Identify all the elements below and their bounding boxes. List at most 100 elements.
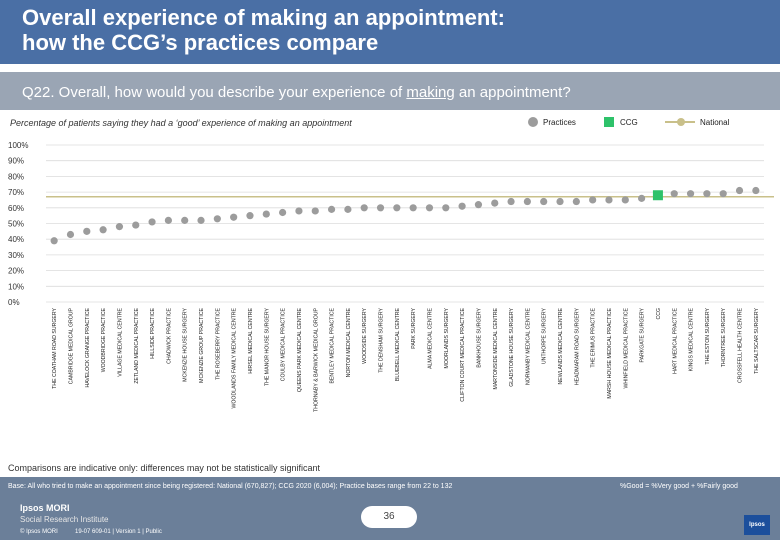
practice-point [148, 218, 156, 226]
x-category-label: CAMBRIDGE MEDICAL GROUP [68, 307, 74, 384]
x-category-label: MARTONSIDE MEDICAL CENTRE [493, 307, 499, 389]
base-text: Base: All who tried to make an appointme… [8, 483, 453, 490]
legend-national-label: National [700, 118, 730, 127]
x-category-label: WOODSIDE SURGERY [362, 307, 368, 363]
x-category-label: HAVELOCK GRANGE PRACTICE [85, 307, 91, 387]
x-category-label: THORNABY & BARWICK MEDICAL GROUP [313, 307, 319, 411]
practice-point [686, 190, 695, 198]
x-category-label: BENTLEY MEDICAL PRACTICE [330, 307, 336, 383]
x-category-label: THE COATHAM ROAD SURGERY [52, 307, 58, 388]
practice-point [376, 204, 385, 212]
legend-practices-marker [528, 117, 538, 127]
x-category-label: UNTHORPE SURGERY [542, 307, 548, 364]
practice-point [507, 197, 515, 206]
practice-point [83, 227, 91, 235]
brand-subtitle: Social Research Institute [20, 515, 109, 524]
practice-point [409, 204, 417, 212]
good-definition: %Good = %Very good + %Fairly good [620, 483, 738, 490]
x-category-label: THE ROSEBERRY PRACTICE [215, 307, 221, 379]
x-category-label: HEADMARAM ROAD SURGERY [574, 307, 580, 385]
x-category-label: HILLSIDE PRACTICE [150, 307, 156, 358]
practice-point [181, 216, 189, 224]
y-tick-label: 70% [8, 188, 24, 197]
x-category-label: BLUEBELL MEDICAL CENTRE [395, 307, 401, 381]
question-suffix: an appointment? [454, 84, 571, 101]
practice-point [491, 199, 499, 207]
x-category-label: CLIFTON COURT MEDICAL PRACTICE [460, 307, 466, 401]
practice-point [523, 197, 531, 206]
practice-point [327, 205, 336, 213]
y-tick-label: 60% [8, 204, 24, 213]
x-category-label: THE MANOR HOUSE SURGERY [264, 307, 270, 386]
y-tick-label: 40% [8, 235, 24, 244]
practice-point [132, 221, 140, 229]
practice-point [425, 204, 434, 212]
practice-point [50, 237, 58, 245]
y-tick-label: 50% [8, 220, 24, 229]
x-category-label: WOODLANDS FAMILY MEDICAL CENTRE [232, 307, 238, 408]
practice-point [703, 190, 711, 198]
x-category-label: CROSSFELL HEALTH CENTRE [738, 307, 744, 382]
practice-point [638, 194, 646, 202]
practice-point [115, 223, 124, 231]
x-category-label: THE DENSHAM SURGERY [379, 307, 385, 372]
header-banner: Overall experience of making an appointm… [0, 0, 780, 64]
practice-point [589, 196, 597, 204]
x-category-label: MCKENZIE HOUSE SURGERY [183, 307, 189, 381]
x-category-label: WOODBRIDGE PRACTICE [101, 307, 107, 372]
x-category-label: COULBY MEDICAL PRACTICE [281, 307, 287, 381]
question-text: Q22. Overall, how would you describe you… [22, 84, 571, 101]
x-category-label: KINGS MEDICAL CENTRE [689, 307, 695, 371]
y-tick-label: 90% [8, 157, 24, 166]
practice-point [246, 212, 254, 220]
job-number: 19-07 609-01 | Version 1 | Public [75, 529, 162, 535]
x-category-label: MARSH HOUSE MEDICAL PRACTICE [607, 307, 613, 398]
x-category-label: VILLAGE MEDICAL CENTRE [117, 307, 123, 376]
practice-point [556, 197, 564, 206]
practice-point [164, 216, 172, 224]
x-category-label: PARKGATE SURGERY [640, 307, 646, 362]
practice-point [442, 204, 450, 212]
comparison-note: Comparisons are indicative only: differe… [8, 463, 320, 473]
question-bar: Q22. Overall, how would you describe you… [0, 72, 780, 110]
x-category-label: NEWLANDS MEDICAL CENTRE [558, 307, 564, 384]
practice-comparison-chart: 0% 10% 20% 30% 40% 50% 60% 70% 80% 90% 100% THE COA… [8, 141, 774, 412]
x-category-label: THORNTREE SURGERY [721, 307, 727, 367]
x-category-label: NORTON MEDICAL CENTRE [346, 307, 352, 377]
practice-point [621, 196, 629, 204]
x-category-label: GLADSTONE HOUSE SURGERY [509, 307, 515, 386]
practice-point [311, 207, 319, 215]
question-underlined: making [406, 84, 455, 101]
practice-point [719, 190, 727, 198]
practice-point [752, 186, 760, 195]
x-category-label: THE SALTSCAR SURGERY [754, 307, 760, 373]
x-category-label: PARK SURGERY [411, 307, 417, 348]
practice-point [670, 190, 678, 198]
ccg-marker [652, 190, 663, 201]
x-category-label: ZETLAND MEDICAL PRACTICE [134, 307, 140, 383]
y-tick-label: 10% [8, 282, 24, 291]
x-category-label: HIRSEL MEDICAL CENTRE [248, 307, 254, 373]
practice-point [393, 204, 401, 212]
legend-ccg-marker [604, 117, 614, 127]
practice-point [262, 210, 270, 218]
practice-point [572, 197, 580, 206]
copyright: © Ipsos MORI [20, 529, 58, 535]
x-category-label: MOORLANDS SURGERY [444, 307, 450, 368]
practice-point [66, 230, 75, 239]
x-category-label: BANKHOUSE SURGERY [476, 307, 482, 367]
practice-point [213, 215, 221, 223]
y-tick-label: 100% [8, 141, 28, 150]
x-category-label: THE ESTON SURGERY [705, 307, 711, 364]
practice-point [360, 204, 368, 212]
x-category-label: ALMA MEDICAL CENTRE [427, 307, 433, 368]
practice-point [295, 207, 303, 215]
y-tick-label: 0% [8, 298, 20, 307]
practice-point [474, 201, 483, 209]
question-prefix: Q22. Overall, how would you describe you… [22, 84, 407, 101]
practice-point [230, 213, 238, 221]
x-category-label: CHADWICK PRACTICE [166, 307, 172, 363]
practice-point [344, 205, 352, 213]
y-tick-label: 80% [8, 172, 24, 181]
x-category-label: CCG [656, 308, 662, 320]
